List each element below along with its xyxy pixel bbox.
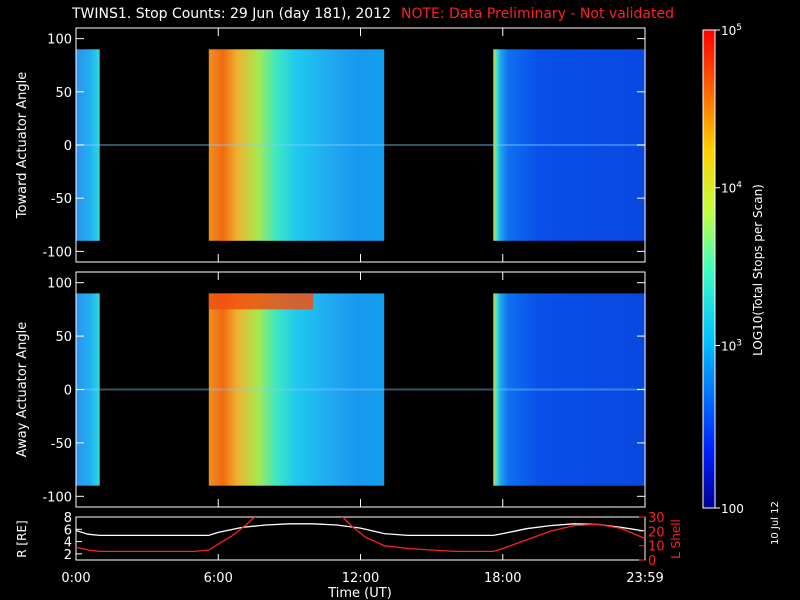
orbit-left-tick-label-2: 4 [64, 536, 72, 551]
xaxis-label: Time (UT) [327, 586, 392, 600]
colorbar [702, 29, 716, 509]
preliminary-note: NOTE: Data Preliminary - Not validated [400, 6, 675, 22]
toward-data-segment-2 [493, 49, 645, 241]
away-ytick-label-4: -100 [42, 490, 72, 505]
away-high-count-band [208, 293, 314, 310]
xtick-label-4: 23:59 [626, 571, 663, 586]
generation-date: 10 Jul 12 [770, 501, 781, 545]
away-data-segment-0 [76, 293, 100, 486]
series-l-shell-line [76, 517, 645, 553]
away-ytick-label-3: -50 [51, 437, 72, 452]
orbit-right-tick-label-0: 30 [648, 511, 665, 526]
colorbar-tick-label-2: 103 [721, 338, 742, 353]
chart-title: TWINS1. Stop Counts: 29 Jun (day 181), 2… [72, 6, 674, 22]
away-data-segment-2 [493, 293, 645, 486]
away-ylabel: Away Actuator Angle [15, 322, 30, 457]
orbit-ylabel-left: R [RE] [15, 520, 29, 557]
orbit-right-tick-label-1: 20 [648, 525, 665, 540]
colorbar-label: LOG10(Total Stops per Scan) [751, 184, 765, 356]
xtick-label-0: 0:00 [61, 571, 90, 586]
colorbar-tick-label-3: 100 [721, 502, 744, 516]
toward-ytick-label-0: 100 [47, 33, 72, 48]
toward-ytick-label-3: -50 [51, 192, 72, 207]
away-ytick-label-2: 0 [64, 384, 72, 399]
colorbar-tick-label-1: 104 [721, 181, 742, 196]
away-panel: 100 50 0 -50 -100 Away Actuator Angle [15, 271, 646, 508]
orbit-left-tick-label-1: 6 [64, 523, 72, 538]
orbit-right-tick-label-3: 0 [648, 554, 656, 569]
toward-ylabel: Toward Actuator Angle [15, 72, 30, 219]
toward-ytick-label-1: 50 [55, 86, 72, 101]
orbit-ylabel-right: L Shell [669, 519, 683, 559]
series-r-line [76, 523, 645, 537]
toward-panel: 100 50 0 -50 -100 Toward Actuator Angle [15, 27, 646, 263]
toward-ytick-label-4: -100 [42, 245, 72, 260]
orbit-left-tick-label-3: 2 [64, 548, 72, 563]
xtick-label-3: 18:00 [484, 571, 521, 586]
away-data-segment-1 [208, 293, 385, 486]
toward-data-segment-1 [208, 49, 385, 241]
colorbar-tick-label-0: 105 [721, 23, 742, 38]
orbit-left-tick-label-0: 8 [64, 511, 72, 526]
orbit-panel-frame [75, 516, 646, 561]
toward-ytick-label-2: 0 [64, 139, 72, 154]
xtick-label-1: 6:00 [204, 571, 233, 586]
orbit-right-tick-label-2: 10 [648, 540, 665, 555]
away-ytick-label-1: 50 [55, 330, 72, 345]
xtick-label-2: 12:00 [342, 571, 379, 586]
away-ytick-label-0: 100 [47, 277, 72, 292]
title-text: TWINS1. Stop Counts: 29 Jun (day 181), 2… [72, 6, 391, 22]
toward-data-segment-0 [76, 49, 100, 241]
